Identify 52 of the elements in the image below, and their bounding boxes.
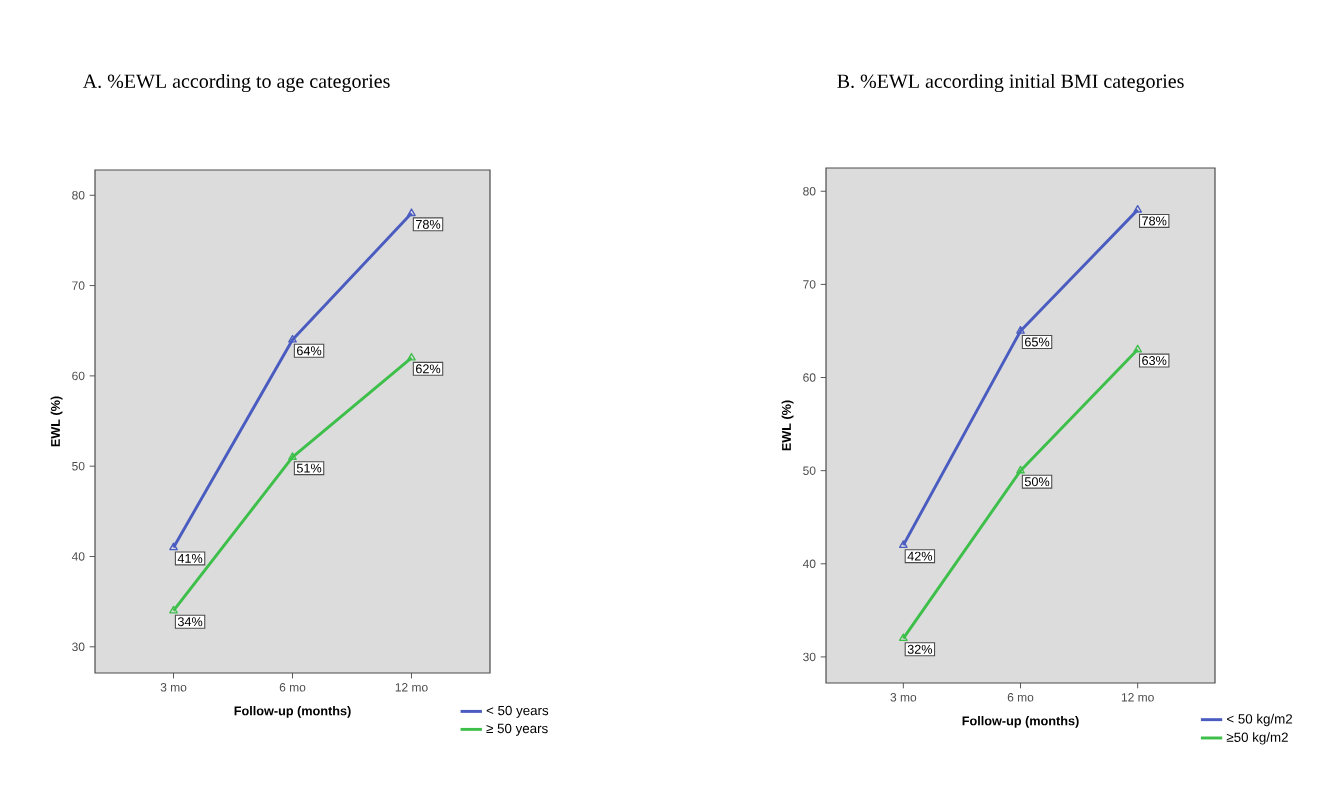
- x-tick-label: 3 mo: [160, 683, 187, 692]
- y-axis-title: EWL (%): [50, 396, 63, 447]
- data-label: 41%: [177, 554, 203, 563]
- point: [1133, 344, 1143, 353]
- point: [898, 540, 908, 548]
- point: [407, 352, 416, 361]
- legend-label: < 50 kg/m2: [1227, 713, 1293, 727]
- point: [1016, 465, 1025, 474]
- legend-label: ≥50 kg/m2: [1226, 732, 1288, 745]
- data-label: 65%: [1025, 337, 1050, 347]
- y-tick-label: 40: [71, 552, 85, 561]
- chart-title: A. %EWL according to age categories: [82, 73, 390, 93]
- data-label: 62%: [416, 364, 441, 374]
- data-label: 63%: [1142, 356, 1167, 366]
- data-label: 78%: [416, 219, 441, 229]
- y-tick-label: 70: [72, 281, 85, 290]
- point: [407, 208, 416, 217]
- point: [169, 605, 178, 614]
- point: [898, 633, 908, 642]
- y-tick-label: 50: [803, 466, 816, 475]
- y-tick-label: 50: [72, 461, 85, 471]
- x-axis-title: Follow-up (months): [234, 706, 351, 718]
- x-tick-label: 6 mo: [279, 683, 306, 692]
- data-label: 64%: [297, 346, 322, 356]
- data-label: 51%: [296, 463, 322, 473]
- legend-label: ≥ 50 years: [486, 723, 548, 736]
- y-tick-label: 30: [803, 652, 816, 662]
- data-label: 32%: [907, 644, 933, 654]
- y-tick-label: 80: [803, 187, 816, 196]
- x-tick-label: 12 mo: [395, 683, 428, 692]
- data-label: 42%: [907, 551, 933, 561]
- y-tick-label: 60: [72, 371, 85, 381]
- x-axis-title: Follow-up (months): [962, 716, 1079, 728]
- point: [169, 542, 178, 551]
- y-tick-label: 30: [72, 642, 85, 652]
- data-label: 34%: [177, 617, 203, 627]
- point: [288, 452, 297, 460]
- x-tick-label: 3 mo: [890, 693, 917, 702]
- x-tick-label: 12 mo: [1121, 693, 1154, 702]
- legend-label: < 50 years: [486, 705, 549, 718]
- data-label: 50%: [1024, 477, 1050, 487]
- chart-title: B. %EWL according initial BMI categories: [837, 73, 1184, 93]
- point: [1016, 326, 1025, 334]
- point: [288, 334, 297, 343]
- y-tick-label: 80: [72, 191, 85, 200]
- data-label: 78%: [1142, 216, 1167, 226]
- x-tick-label: 6 mo: [1007, 693, 1034, 702]
- y-axis-title: EWL (%): [781, 400, 794, 451]
- y-tick-label: 40: [802, 559, 816, 569]
- point: [1133, 204, 1143, 213]
- y-tick-label: 70: [803, 280, 816, 289]
- y-tick-label: 60: [803, 373, 816, 382]
